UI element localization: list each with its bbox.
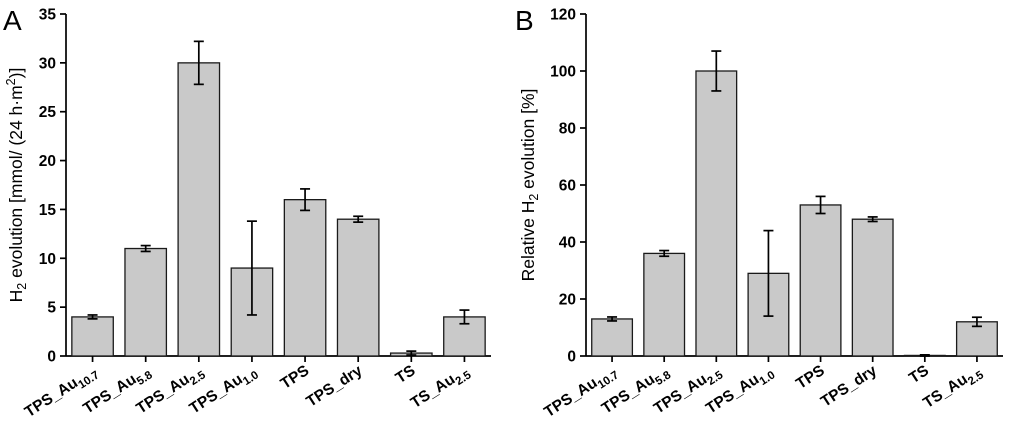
y-tick-label: 100 bbox=[550, 64, 576, 81]
x-category-label: TPS_Au1.0 bbox=[703, 362, 777, 420]
y-tick-label: 40 bbox=[559, 235, 576, 252]
y-tick-label: 35 bbox=[39, 7, 57, 24]
chart-panel-b: B 0 20 40 60 80 100 120 Relative H2 evolution [%… bbox=[515, 5, 1003, 421]
bar bbox=[643, 252, 686, 357]
error-bar bbox=[193, 40, 204, 86]
bar bbox=[177, 62, 221, 357]
error-bar bbox=[140, 244, 151, 253]
y-tick-label: 10 bbox=[39, 251, 56, 268]
y-tick-label: 25 bbox=[39, 104, 57, 121]
error-bar bbox=[919, 354, 930, 357]
error-bar bbox=[459, 309, 470, 325]
x-category-label: TS bbox=[393, 362, 419, 387]
bar bbox=[283, 199, 327, 357]
y-tick-label: 30 bbox=[39, 55, 56, 72]
x-category-label: TPS bbox=[793, 362, 828, 393]
error-bar bbox=[815, 195, 826, 215]
error-bar bbox=[607, 316, 618, 322]
x-category-label: TPS bbox=[278, 362, 313, 393]
chart-panel-a: A 0 5 10 15 20 25 30 35 H2 evolution [mmol/ (24 h… bbox=[3, 5, 491, 421]
error-bar bbox=[87, 314, 98, 320]
y-tick-label: 20 bbox=[559, 292, 576, 309]
panel-letter: A bbox=[3, 5, 22, 36]
y-tick-label: 15 bbox=[39, 202, 57, 219]
error-bar bbox=[246, 220, 257, 316]
panel-letter: B bbox=[515, 5, 534, 36]
bar bbox=[955, 321, 998, 357]
x-category-label: TPS_dry bbox=[303, 362, 365, 411]
bar bbox=[124, 247, 168, 357]
error-bar bbox=[300, 188, 311, 212]
y-tick-label: 120 bbox=[550, 7, 576, 24]
bar bbox=[695, 70, 738, 357]
bar bbox=[71, 316, 114, 357]
x-category-label: TPS_dry bbox=[818, 362, 880, 411]
error-bar bbox=[406, 350, 417, 356]
error-bar bbox=[971, 316, 982, 328]
y-tick-label: 60 bbox=[559, 178, 576, 195]
error-bar bbox=[763, 229, 774, 317]
bar bbox=[591, 318, 634, 357]
bar bbox=[799, 204, 842, 357]
y-axis-title: Relative H2 evolution [%] bbox=[518, 89, 541, 282]
x-category-label: TS_Au2.5 bbox=[920, 362, 986, 415]
y-axis-title: H2 evolution [mmol/ (24 h·m2)] bbox=[4, 68, 29, 303]
bar bbox=[336, 218, 380, 357]
y-tick-label: 0 bbox=[47, 349, 56, 366]
x-category-label: TS bbox=[906, 362, 932, 387]
bar bbox=[851, 218, 894, 357]
y-tick-label: 0 bbox=[567, 349, 576, 366]
error-bar bbox=[659, 249, 670, 258]
error-bar bbox=[353, 215, 364, 223]
error-bar bbox=[711, 50, 722, 92]
y-tick-label: 5 bbox=[47, 300, 56, 317]
y-tick-label: 20 bbox=[39, 153, 56, 170]
error-bar bbox=[867, 216, 878, 223]
y-tick-label: 80 bbox=[559, 121, 576, 138]
x-category-label: TS_Au2.5 bbox=[408, 362, 474, 415]
